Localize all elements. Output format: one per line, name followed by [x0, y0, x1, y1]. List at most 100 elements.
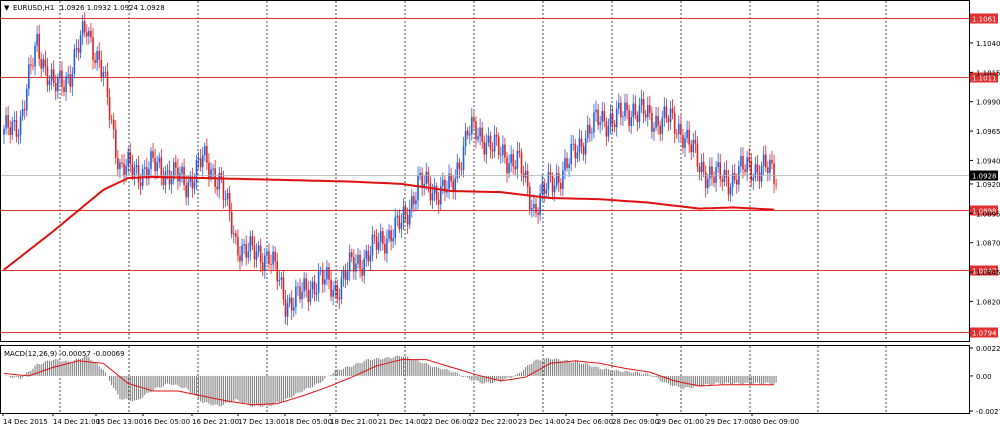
- candle-body: [330, 279, 332, 297]
- candle-body: [711, 166, 713, 177]
- candle-body: [468, 133, 471, 136]
- candle-body: [166, 170, 169, 172]
- candle-body: [9, 127, 12, 135]
- candle-body: [278, 279, 281, 282]
- candle-body: [671, 108, 674, 114]
- level-tag: [970, 72, 998, 83]
- candle-body: [264, 255, 266, 271]
- candle-body: [471, 117, 473, 134]
- level-tag-label: 1.0794: [972, 330, 997, 338]
- candle-body: [437, 199, 440, 205]
- candle-body: [493, 134, 496, 152]
- candle-body: [50, 69, 53, 81]
- candle-body: [237, 237, 239, 256]
- ohlc-text: 1.0926 1.0932 1.0924 1.0928: [60, 4, 165, 12]
- candle-body: [686, 129, 688, 139]
- candle-body: [663, 106, 666, 118]
- candle-body: [197, 158, 200, 161]
- candle-body: [549, 172, 552, 177]
- candle-body: [576, 152, 579, 159]
- level-tag-label: 1.0898: [972, 208, 997, 216]
- candle-body: [77, 48, 80, 53]
- candle-body: [73, 49, 76, 74]
- macd-axis-label: -0.00279: [976, 408, 1000, 416]
- candle-body: [216, 186, 219, 190]
- candle-body: [566, 158, 568, 168]
- candle-body: [675, 133, 678, 135]
- candle-body: [746, 157, 748, 172]
- candle-body: [620, 102, 622, 118]
- candle-body: [203, 146, 206, 156]
- candle-body: [622, 116, 624, 118]
- candle-body: [154, 158, 156, 172]
- candle-body: [543, 183, 546, 194]
- candle-body: [771, 159, 773, 164]
- candle-body: [15, 120, 18, 137]
- candle-body: [727, 177, 730, 195]
- candle-body: [48, 80, 51, 85]
- candle-body: [555, 173, 558, 186]
- time-axis-label: 23 Dec 14:00: [518, 418, 565, 426]
- candle-body: [450, 173, 452, 182]
- candle-body: [481, 127, 483, 142]
- candle-body: [384, 243, 386, 254]
- candle-body: [423, 184, 426, 188]
- time-axis-label: 14 Dec 21:00: [53, 418, 100, 426]
- candle-body: [396, 215, 399, 218]
- candle-body: [297, 286, 299, 288]
- candle-body: [427, 171, 430, 184]
- candle-body: [119, 162, 121, 170]
- candle-body: [704, 172, 707, 189]
- candle-body: [599, 122, 601, 125]
- candle-body: [117, 157, 119, 170]
- candle-body: [562, 170, 564, 189]
- candle-body: [340, 278, 343, 300]
- candle-body: [21, 109, 24, 117]
- candle-body: [754, 164, 757, 178]
- candle-body: [398, 215, 401, 230]
- candle-body: [406, 215, 409, 225]
- candle-body: [346, 271, 349, 280]
- candle-body: [541, 183, 543, 194]
- candle-body: [86, 32, 88, 37]
- chart-menu-icon[interactable]: ▼: [4, 4, 10, 12]
- candle-body: [276, 261, 279, 282]
- candle-body: [52, 69, 55, 84]
- candle-body: [454, 178, 457, 192]
- candle-body: [439, 186, 442, 205]
- candle-body: [30, 64, 32, 66]
- candle-body: [185, 184, 187, 198]
- candle-body: [67, 74, 69, 77]
- candle-body: [23, 109, 26, 111]
- time-axis-label: 21 Dec 14:00: [378, 418, 425, 426]
- candle-body: [665, 106, 668, 119]
- candle-body: [59, 70, 61, 78]
- candle-body: [245, 243, 247, 258]
- candle-body: [707, 178, 709, 189]
- candle-body: [175, 162, 177, 168]
- candle-body: [624, 102, 626, 117]
- horizontal-levels[interactable]: 1.1061 1.1011 1.0898 1.0847 1.0794: [1, 13, 998, 338]
- candle-body: [570, 144, 572, 165]
- candle-body: [632, 103, 635, 118]
- candle-body: [123, 163, 125, 176]
- candle-body: [557, 173, 560, 183]
- candle-body: [17, 134, 20, 137]
- candle-body: [361, 268, 363, 276]
- price-panel-frame: [0, 0, 970, 342]
- candle-body: [740, 156, 742, 167]
- candle-body: [442, 179, 444, 187]
- candle-body: [669, 108, 672, 123]
- candle-body: [653, 127, 655, 132]
- candle-body: [239, 255, 241, 262]
- candle-body: [694, 139, 697, 144]
- candle-body: [19, 116, 22, 135]
- candle-body: [483, 141, 486, 155]
- candle-body: [54, 83, 57, 92]
- candle-body: [321, 270, 324, 285]
- candle-body: [419, 172, 421, 176]
- candle-body: [762, 154, 765, 166]
- symbol-label: EURUSD,H1: [13, 4, 54, 12]
- candle-body: [386, 238, 388, 254]
